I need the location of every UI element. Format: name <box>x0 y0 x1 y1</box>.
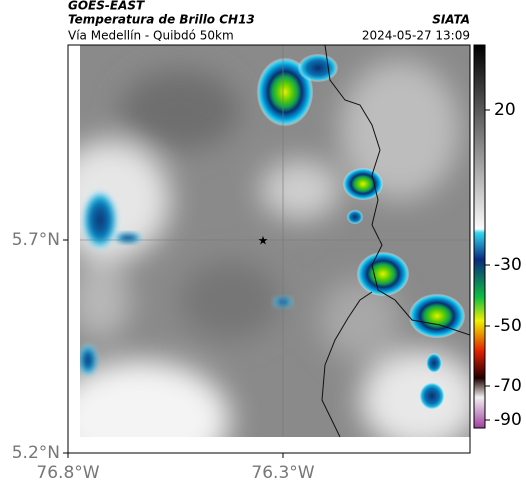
colorbar-tick-label: 20 <box>494 100 516 120</box>
colorbar-tick-label: -30 <box>494 255 522 275</box>
convective-cells <box>80 54 465 410</box>
colorbar-tick-label: -70 <box>494 376 522 396</box>
colorbar-tick-label: -90 <box>494 410 522 430</box>
timestamp: 2024-05-27 13:09 <box>362 29 470 43</box>
map-frame <box>67 44 471 454</box>
y-tick-label: 5.7°N <box>12 230 60 250</box>
x-tick-label: 76.8°W <box>36 463 99 483</box>
colorbar-tick-label: -50 <box>494 316 522 336</box>
location-marker: ★ <box>258 234 269 248</box>
satellite-image <box>80 45 470 437</box>
title: Temperatura de Brillo CH13 <box>68 13 255 27</box>
axis-ticks: 76.8°W 76.3°W 5.7°N 5.2°N 20 -30 -50 -70 -90 <box>12 100 522 483</box>
y-tick-label: 5.2°N <box>12 443 60 463</box>
source: GOES-EAST <box>68 0 145 13</box>
x-tick-label: 76.3°W <box>251 463 314 483</box>
border-line <box>321 45 470 437</box>
cloud-texture <box>80 60 470 437</box>
colorbar <box>473 44 486 429</box>
subtitle: Vía Medellín - Quibdó 50km <box>68 29 234 43</box>
credit: SIATA <box>432 13 470 27</box>
